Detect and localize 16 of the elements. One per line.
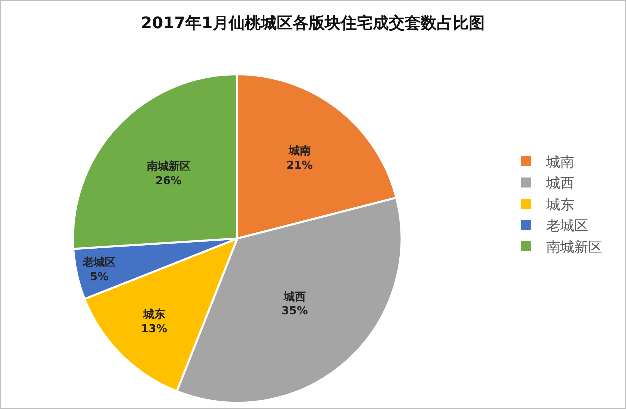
- legend-label: 老城区: [546, 218, 588, 235]
- slice-label: 老城区: [82, 256, 116, 270]
- slice-label: 城南: [288, 144, 311, 158]
- chart-title: 2017年1月仙桃城区各版块住宅成交套数占比图: [141, 13, 485, 32]
- legend-label: 城南: [545, 155, 574, 172]
- slice-label: 城东: [142, 308, 166, 322]
- legend-label: 城西: [545, 176, 574, 192]
- legend-label: 南城新区: [546, 240, 602, 256]
- data-label: 26%: [156, 174, 182, 188]
- slice-label: 南城新区: [146, 160, 191, 174]
- data-label: 21%: [286, 158, 314, 172]
- data-label: 35%: [282, 304, 308, 318]
- legend-label: 城东: [545, 197, 574, 214]
- data-label: 13%: [141, 322, 168, 336]
- slice-label: 城西: [282, 290, 306, 304]
- data-label: 5%: [90, 270, 109, 284]
